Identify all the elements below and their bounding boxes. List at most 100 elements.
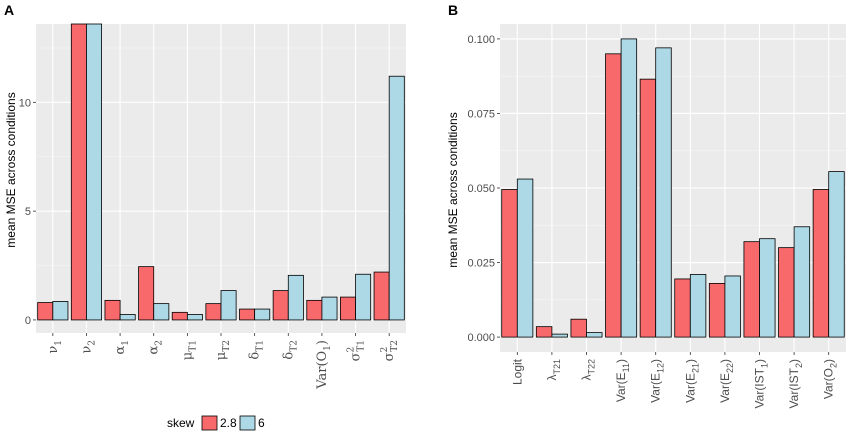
panel-b-y-tick-label: 0.050 (467, 183, 495, 195)
panel-a-bar-6 (119, 314, 136, 321)
panel-a-label: A (4, 2, 14, 18)
panel-a-y-tick-label: 10 (19, 97, 31, 109)
panel-b-x-tick-label: Logit (510, 358, 524, 385)
svg-text:δT2: δT2 (281, 340, 299, 360)
panel-b-x-tick-label: λT21 (545, 359, 562, 381)
legend: skew 2.8 6 (167, 415, 265, 431)
panel-a-bar-6 (321, 296, 338, 321)
panel-a-x-tick-label: ν1 (46, 340, 64, 354)
panel-b-bar-2-8 (674, 278, 691, 338)
panel-a-bar-6 (186, 314, 203, 321)
panel-b-bar-2-8 (535, 326, 553, 338)
panel-a-bar-2-8 (306, 299, 323, 321)
panel-a-bar-2-8 (373, 271, 390, 321)
panel-a-bar-2-8 (70, 23, 87, 321)
panel-b-bar-2-8 (778, 247, 795, 338)
panel-b-bar-6 (828, 171, 845, 338)
panel-b-bar-6 (551, 333, 568, 338)
svg-text:Logit: Logit (510, 358, 524, 385)
panel-b-x-tick-label: Var(E12) (649, 359, 666, 403)
svg-text:δT1: δT1 (248, 340, 266, 360)
svg-text:Var(IST2): Var(IST2) (787, 359, 804, 408)
panel-b-y-tick-label: 0.075 (467, 108, 495, 120)
svg-text:σ2T1: σ2T1 (347, 340, 367, 361)
panel-a-y-tick-label: 0 (25, 315, 31, 327)
panel-b-x-tick-label: Var(O2) (822, 359, 839, 399)
panel-a-x-tick-label: α1 (113, 340, 131, 355)
panel-b-y-tick-label: 0.025 (467, 258, 495, 270)
panel-a-bar-6 (254, 308, 271, 321)
panel-a-x-tick-label: δT1 (248, 340, 266, 360)
panel-a-bar-2-8 (104, 299, 121, 321)
panel-b-bar-6 (724, 275, 741, 338)
panel-a-x-tick-label: μT2 (214, 340, 232, 360)
svg-text:α2: α2 (147, 340, 165, 355)
svg-text:Var(E22): Var(E22) (718, 359, 735, 403)
panel-a-bar-6 (153, 303, 170, 321)
panel-a-bar-2-8 (340, 296, 356, 321)
panel-b-y-tick-label: 0.100 (467, 34, 495, 46)
panel-a-bar-6 (52, 301, 69, 321)
legend-swatch-6 (239, 415, 256, 431)
panel-b-bar-6 (516, 178, 534, 338)
panel-b-bar-6 (620, 38, 638, 338)
panel-b-bar-2-8 (812, 189, 830, 338)
panel-a-y-axis-title: mean MSE across conditions (4, 92, 18, 247)
svg-text:λT21: λT21 (545, 359, 562, 381)
panel-a-y-tick-label: 5 (25, 206, 31, 218)
panel-b-bar-6 (793, 226, 811, 338)
panel-a-x-tick-label: δT2 (281, 340, 299, 360)
panel-b-bar-2-8 (708, 283, 726, 338)
panel-b-y-axis-title: mean MSE across conditions (446, 112, 460, 267)
panel-a-chart: 0 5 10 ν1 ν2 α1 α2 μT1 μT2 δT1 δT2 Var(O1) σ2T1 σ2T2 (19, 23, 406, 390)
panel-a-bar-2-8 (37, 302, 54, 321)
panel-b-bar-2-8 (570, 318, 587, 338)
panel-a-bar-6 (388, 75, 405, 321)
panel-b-bar-6 (759, 238, 776, 338)
svg-text:ν1: ν1 (46, 340, 64, 354)
panel-b-bar-6 (586, 332, 603, 338)
panel-a-bar-2-8 (138, 266, 155, 321)
legend-label-6: 6 (258, 416, 265, 430)
svg-text:σ2T2: σ2T2 (380, 340, 400, 361)
panel-a-bar-6 (86, 23, 102, 321)
svg-text:ν2: ν2 (79, 340, 97, 354)
svg-text:Var(O2): Var(O2) (822, 359, 839, 399)
panel-a-bar-2-8 (239, 308, 256, 321)
panel-b-x-tick-label: Var(E22) (718, 359, 735, 403)
panel-b-chart: 0.000 0.025 0.050 0.075 0.100 Logit λT21 λT22 Va… (467, 24, 846, 408)
svg-text:λT22: λT22 (580, 359, 597, 381)
panel-a-x-tick-label: Var(O1) (315, 340, 333, 390)
panel-a-bar-2-8 (205, 303, 222, 321)
panel-a-x-tick-label: σ2T1 (347, 340, 367, 361)
panel-a-bar-6 (355, 273, 372, 321)
svg-text:Var(E11): Var(E11) (614, 359, 631, 402)
svg-text:Var(E12): Var(E12) (649, 359, 666, 403)
panel-b-bar-2-8 (605, 53, 622, 338)
legend-label-2-8: 2.8 (220, 416, 237, 430)
panel-b-x-tick-label: Var(E11) (614, 359, 631, 402)
panel-a-bar-6 (287, 274, 304, 321)
panel-b-bar-2-8 (639, 78, 657, 338)
panel-a-x-tick-label: ν2 (79, 340, 97, 354)
panel-b-bar-6 (655, 47, 672, 338)
svg-text:Var(IST1): Var(IST1) (753, 359, 770, 408)
panel-b-bar-2-8 (501, 189, 518, 338)
panel-a-x-tick-label: σ2T2 (380, 340, 400, 361)
panel-b-bar-6 (689, 274, 707, 338)
panel-a-bar-2-8 (272, 290, 289, 321)
panel-b-x-tick-label: Var(IST2) (787, 359, 804, 408)
svg-text:Var(E21): Var(E21) (683, 359, 700, 403)
panel-b-bar-2-8 (743, 241, 760, 338)
panel-b-label: B (448, 2, 458, 18)
panel-b-x-tick-label: Var(IST1) (753, 359, 770, 408)
panel-b-y-tick-label: 0.000 (467, 332, 495, 344)
svg-text:μT1: μT1 (180, 340, 198, 360)
panel-a-x-tick-label: α2 (147, 340, 165, 355)
panel-a-x-tick-label: μT1 (180, 340, 198, 360)
panel-a-bar-2-8 (171, 311, 188, 321)
panel-b-x-tick-label: Var(E21) (683, 359, 700, 403)
panel-b-x-tick-label: λT22 (580, 359, 597, 381)
svg-text:α1: α1 (113, 340, 131, 355)
